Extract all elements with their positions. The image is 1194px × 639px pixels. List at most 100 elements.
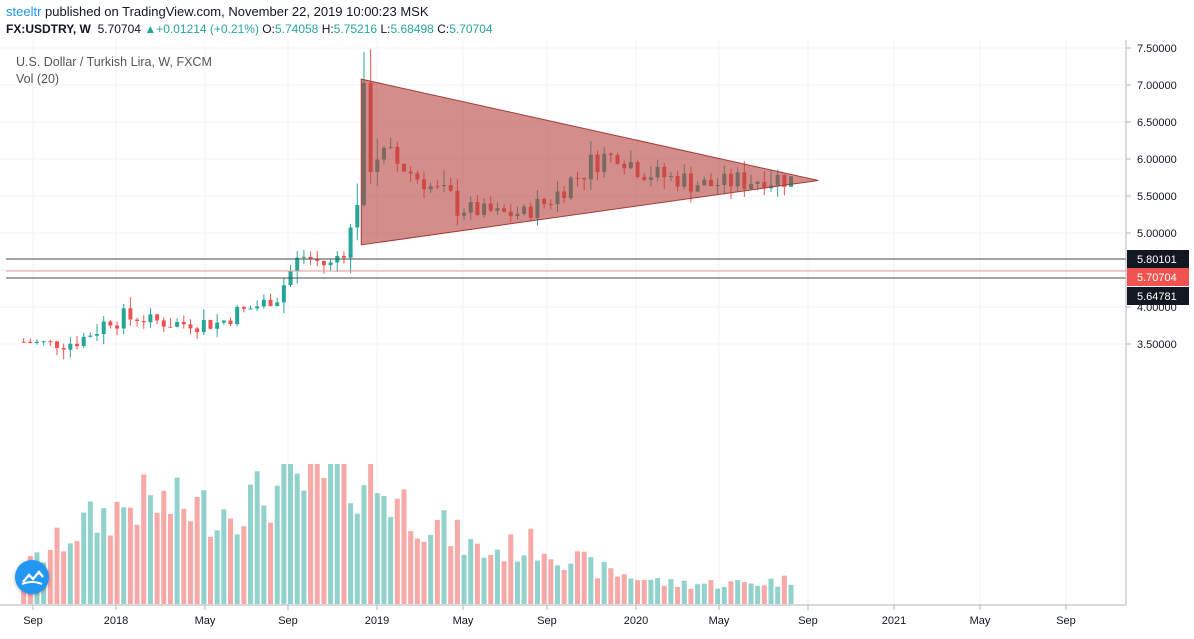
candle-body: [168, 326, 173, 328]
x-tick-label: Sep: [278, 615, 298, 627]
author-link[interactable]: steeltr: [6, 4, 42, 19]
x-tick-label: May: [453, 615, 474, 627]
candle-body: [48, 341, 53, 343]
price-change: +0.01214 (+0.21%): [156, 22, 259, 36]
volume-bar: [414, 538, 420, 604]
candle-body: [128, 308, 133, 320]
volume-bar: [641, 580, 647, 604]
candle-body: [108, 321, 113, 326]
candle-body: [175, 321, 180, 327]
volume-bar: [628, 578, 634, 604]
y-tick-label: 6.50000: [1137, 117, 1177, 129]
volume-bar: [174, 477, 180, 604]
volume-bar: [167, 513, 173, 604]
volume-bar: [514, 561, 520, 604]
price-label-box: [1127, 250, 1189, 268]
volume-bar: [448, 546, 454, 604]
candle-body: [155, 314, 160, 321]
volume-bar: [468, 539, 474, 604]
high-value: 5.75216: [333, 22, 378, 36]
candle-body: [348, 227, 353, 258]
candle-body: [135, 319, 140, 322]
candle-body: [28, 341, 33, 343]
candle-body: [195, 328, 200, 333]
candle-body: [301, 256, 306, 258]
volume-bar: [328, 464, 334, 604]
volume-bar: [261, 505, 267, 604]
volume-bar: [181, 508, 187, 604]
volume-bar: [47, 549, 53, 604]
volume-bar: [81, 512, 87, 604]
volume-bar: [274, 485, 280, 604]
volume-bar: [341, 464, 347, 604]
open-label: O:: [262, 22, 275, 36]
volume-bar: [601, 561, 607, 604]
volume-bar: [248, 484, 254, 604]
volume-bar: [74, 541, 80, 604]
y-tick-label: 3.50000: [1137, 339, 1177, 351]
candle-body: [75, 343, 80, 347]
low-label: L:: [380, 22, 391, 36]
volume-bar: [161, 490, 167, 604]
candle-body: [41, 341, 46, 343]
price-labels: 5.80101 5.70704 5.64781: [1127, 250, 1189, 305]
candle-body: [101, 321, 106, 335]
candle-body: [188, 324, 193, 329]
volume-bar: [121, 507, 127, 604]
volume-bar: [114, 501, 120, 604]
volume-bar: [434, 519, 440, 604]
candle-body: [141, 321, 146, 323]
candle-body: [308, 256, 313, 259]
volume-bar: [474, 543, 480, 604]
volume-bar: [127, 507, 133, 604]
volume-bar: [301, 490, 307, 604]
y-tick-label: 6.00000: [1137, 154, 1177, 166]
candle-body: [275, 302, 280, 307]
volume-bar: [194, 497, 200, 604]
candle-body: [341, 255, 346, 258]
volume-bar: [735, 580, 741, 604]
tradingview-logo[interactable]: [15, 560, 49, 594]
y-tick-label: 5.00000: [1137, 228, 1177, 240]
x-tick-label: Sep: [798, 615, 818, 627]
close-label: C:: [437, 22, 450, 36]
candle-body: [248, 308, 253, 310]
candle-body: [61, 347, 66, 350]
volume-bar: [394, 498, 400, 604]
volume-bar: [454, 519, 460, 604]
y-tick-label: 7.00000: [1137, 80, 1177, 92]
volume-bar: [141, 474, 147, 604]
volume-indicator[interactable]: Vol (20): [16, 72, 60, 86]
x-tick-label: 2021: [882, 615, 906, 627]
volume-bar: [221, 509, 227, 604]
volume-bar: [494, 549, 500, 604]
candle-body: [34, 341, 39, 343]
volume-bar: [61, 551, 67, 604]
x-tick-label: 2018: [104, 615, 128, 627]
candle-body: [281, 285, 286, 303]
volume-bar: [107, 535, 113, 604]
candle-body: [221, 320, 226, 323]
volume-bar: [721, 586, 727, 604]
symmetrical-triangle: [360, 78, 819, 246]
volume-bar: [374, 493, 380, 604]
volume-bar: [508, 534, 514, 604]
candle-body: [255, 306, 260, 309]
candle-body: [88, 335, 93, 337]
volume-bar: [675, 586, 681, 604]
volume-bar: [147, 495, 153, 604]
volume-bar: [621, 574, 627, 604]
volume-bar: [401, 489, 407, 604]
price-label: 5.64781: [1137, 291, 1177, 303]
candle-body: [295, 257, 300, 272]
series-title: U.S. Dollar / Turkish Lira, W, FXCM: [16, 55, 212, 69]
volume-bar: [428, 535, 434, 604]
price-label: 5.80101: [1137, 254, 1177, 266]
x-tick-label: Sep: [1056, 615, 1076, 627]
candle-body: [208, 320, 213, 329]
volume-bar: [534, 560, 540, 604]
volume-bar: [234, 534, 240, 604]
open-value: 5.74058: [274, 22, 319, 36]
volume-bar: [187, 521, 193, 604]
